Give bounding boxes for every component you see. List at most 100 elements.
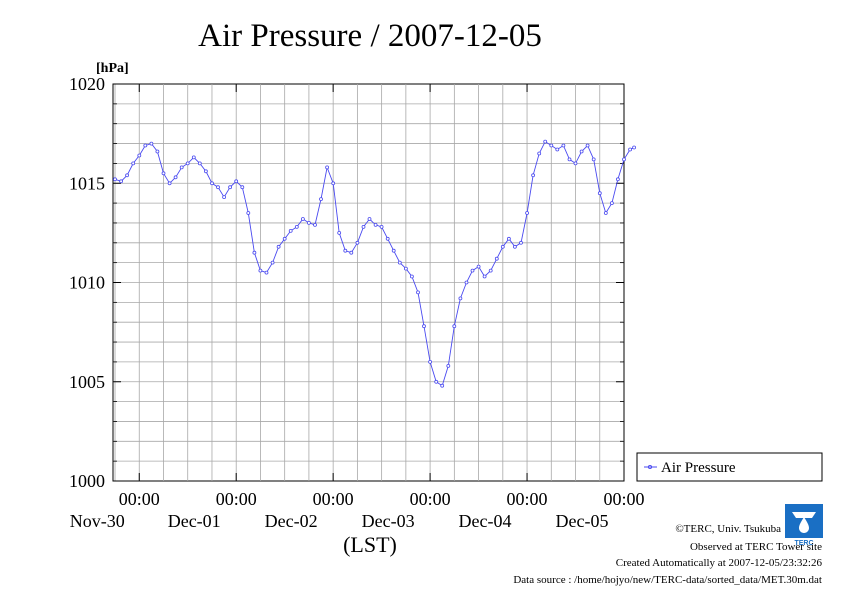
data-point bbox=[494, 256, 499, 261]
legend-marker bbox=[647, 464, 653, 470]
legend-box bbox=[636, 452, 823, 482]
data-point bbox=[367, 217, 372, 221]
data-point bbox=[228, 185, 233, 190]
data-point bbox=[531, 173, 535, 178]
data-point bbox=[337, 230, 342, 235]
data-point bbox=[282, 236, 287, 241]
data-point bbox=[567, 157, 572, 162]
x-tick-label-date: Dec-01 bbox=[168, 511, 221, 531]
data-point bbox=[319, 197, 323, 202]
axis-ticks: 1000100510101015102000:00Nov-3000:00Dec-… bbox=[69, 74, 645, 531]
source-text: Data source : /home/hojyo/new/TERC-data/… bbox=[513, 574, 822, 586]
data-point bbox=[391, 248, 396, 253]
data-point bbox=[161, 171, 166, 176]
data-point bbox=[616, 177, 620, 182]
y-tick-label: 1015 bbox=[69, 173, 105, 193]
site-text: Observed at TERC Tower site bbox=[690, 541, 822, 553]
data-point bbox=[197, 161, 202, 166]
data-point bbox=[264, 270, 269, 275]
data-point bbox=[185, 161, 190, 166]
data-point bbox=[349, 250, 354, 255]
grid-lines bbox=[113, 84, 624, 481]
data-point bbox=[119, 179, 123, 184]
data-point bbox=[294, 224, 299, 229]
data-point bbox=[179, 165, 184, 170]
data-point bbox=[603, 211, 608, 215]
data-point bbox=[149, 141, 154, 146]
data-point bbox=[555, 147, 560, 152]
data-point bbox=[482, 274, 487, 279]
data-point bbox=[403, 266, 408, 271]
data-point bbox=[519, 240, 523, 245]
data-point bbox=[203, 169, 208, 174]
y-tick-label: 1010 bbox=[69, 273, 105, 293]
data-point bbox=[288, 228, 293, 233]
data-point bbox=[543, 139, 548, 144]
x-tick-label-date: Dec-03 bbox=[362, 511, 415, 531]
x-tick-label-date: Dec-02 bbox=[265, 511, 318, 531]
x-tick-label-time: 00:00 bbox=[119, 489, 160, 509]
data-point bbox=[331, 181, 336, 186]
data-point bbox=[464, 280, 469, 285]
data-point bbox=[591, 157, 596, 162]
legend-label: Air Pressure bbox=[661, 460, 736, 476]
data-point bbox=[246, 211, 251, 215]
data-point bbox=[325, 165, 330, 170]
data-point bbox=[409, 274, 414, 279]
data-point bbox=[125, 173, 129, 178]
x-tick-label-time: 00:00 bbox=[410, 489, 451, 509]
data-point bbox=[573, 161, 578, 166]
data-point bbox=[270, 260, 275, 265]
data-point bbox=[579, 149, 584, 154]
terc-logo: TERC bbox=[785, 504, 823, 547]
y-axis-unit: [hPa] bbox=[96, 61, 129, 76]
x-tick-label-time: 00:00 bbox=[507, 489, 548, 509]
data-point bbox=[585, 143, 590, 148]
data-point bbox=[525, 211, 529, 215]
data-point bbox=[252, 250, 257, 255]
data-point bbox=[428, 359, 433, 364]
data-point bbox=[628, 147, 632, 152]
data-point bbox=[397, 260, 402, 265]
data-point bbox=[306, 220, 311, 225]
data-point bbox=[597, 191, 602, 196]
data-point bbox=[191, 155, 196, 160]
data-point bbox=[470, 268, 475, 273]
chart-title: Air Pressure / 2007-12-05 bbox=[198, 18, 542, 54]
x-tick-label-date: Nov-30 bbox=[70, 511, 125, 531]
data-point bbox=[355, 240, 360, 245]
data-point bbox=[422, 324, 426, 329]
legend: Air Pressure bbox=[636, 452, 823, 482]
data-point bbox=[173, 175, 178, 180]
data-point bbox=[476, 264, 481, 269]
x-axis-label: (LST) bbox=[343, 532, 397, 557]
data-point bbox=[610, 201, 614, 206]
data-point bbox=[488, 268, 493, 273]
data-point bbox=[373, 222, 378, 227]
logo-text: TERC bbox=[794, 540, 813, 547]
created-text: Created Automatically at 2007-12-05/23:3… bbox=[616, 557, 823, 569]
data-point bbox=[222, 195, 227, 200]
data-point bbox=[155, 149, 160, 154]
data-point bbox=[113, 177, 117, 182]
data-point bbox=[300, 217, 305, 221]
data-point bbox=[343, 248, 348, 253]
data-point bbox=[500, 244, 505, 249]
y-tick-label: 1000 bbox=[69, 471, 105, 491]
data-point bbox=[234, 179, 239, 184]
data-point bbox=[276, 244, 281, 249]
data-point bbox=[240, 185, 245, 190]
data-point bbox=[416, 290, 420, 295]
y-tick-label: 1005 bbox=[69, 372, 105, 392]
data-point bbox=[632, 145, 636, 150]
data-point bbox=[143, 143, 148, 148]
x-tick-label-time: 00:00 bbox=[216, 489, 257, 509]
data-point bbox=[513, 244, 517, 249]
data-point bbox=[458, 296, 463, 301]
data-point bbox=[313, 222, 317, 227]
y-tick-label: 1020 bbox=[69, 74, 105, 94]
data-point bbox=[385, 236, 390, 241]
data-point bbox=[440, 383, 445, 388]
data-point bbox=[506, 236, 511, 241]
